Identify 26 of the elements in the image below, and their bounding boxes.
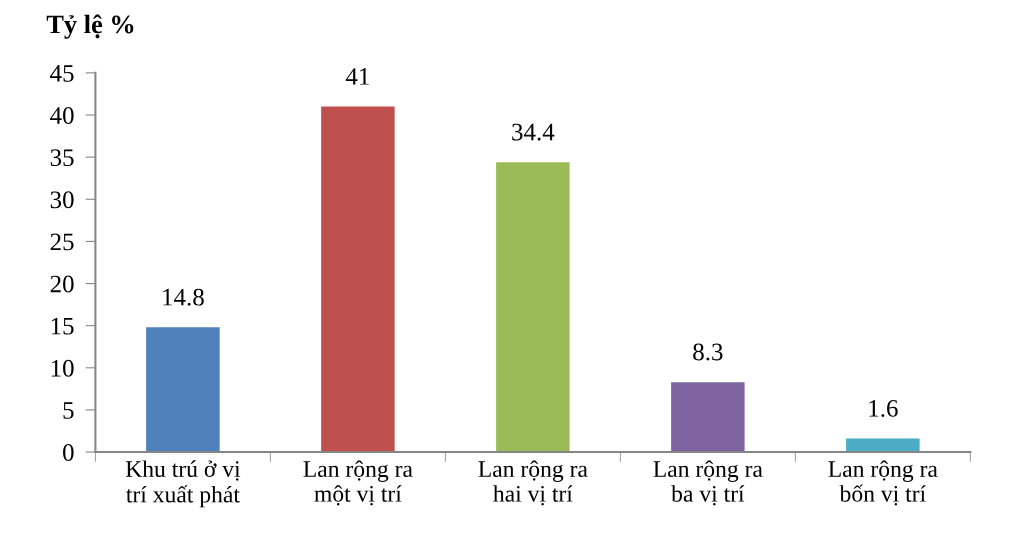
data-label: 1.6 bbox=[869, 400, 898, 417]
y-tick-label: 35 bbox=[50, 149, 74, 167]
y-tick-label: 0 bbox=[63, 444, 74, 461]
y-tick-label: 15 bbox=[51, 317, 74, 335]
data-label: 41 bbox=[345, 68, 369, 85]
bar bbox=[671, 382, 745, 453]
y-tick-label: 10 bbox=[51, 359, 74, 377]
y-tick-label: 40 bbox=[50, 107, 74, 124]
data-label: 34.4 bbox=[512, 123, 555, 141]
y-tick-label: 45 bbox=[50, 65, 74, 82]
x-tick-label: Lan rộng ra bốn vị trí bbox=[828, 460, 938, 506]
data-label: 14.8 bbox=[163, 288, 204, 306]
y-tick-label: 5 bbox=[63, 402, 74, 419]
y-tick-label: 20 bbox=[50, 275, 74, 293]
x-tick-label: Lan rộng ra hai vị trí bbox=[478, 460, 588, 506]
bar bbox=[846, 438, 920, 453]
x-tick-label: Lan rộng ra một vị trí bbox=[303, 460, 413, 506]
bar bbox=[496, 162, 570, 453]
bar bbox=[321, 106, 395, 453]
y-tick-label: 30 bbox=[50, 191, 74, 209]
y-tick-label: 25 bbox=[50, 233, 74, 251]
bar bbox=[146, 327, 220, 453]
x-tick-label: Lan rộng ra ba vị trí bbox=[653, 460, 763, 506]
x-tick-label: Khu trú ở vị trí xuất phát bbox=[125, 460, 241, 508]
y-axis-title: Tỷ lệ % bbox=[46, 14, 134, 39]
data-label: 8.3 bbox=[693, 343, 723, 361]
